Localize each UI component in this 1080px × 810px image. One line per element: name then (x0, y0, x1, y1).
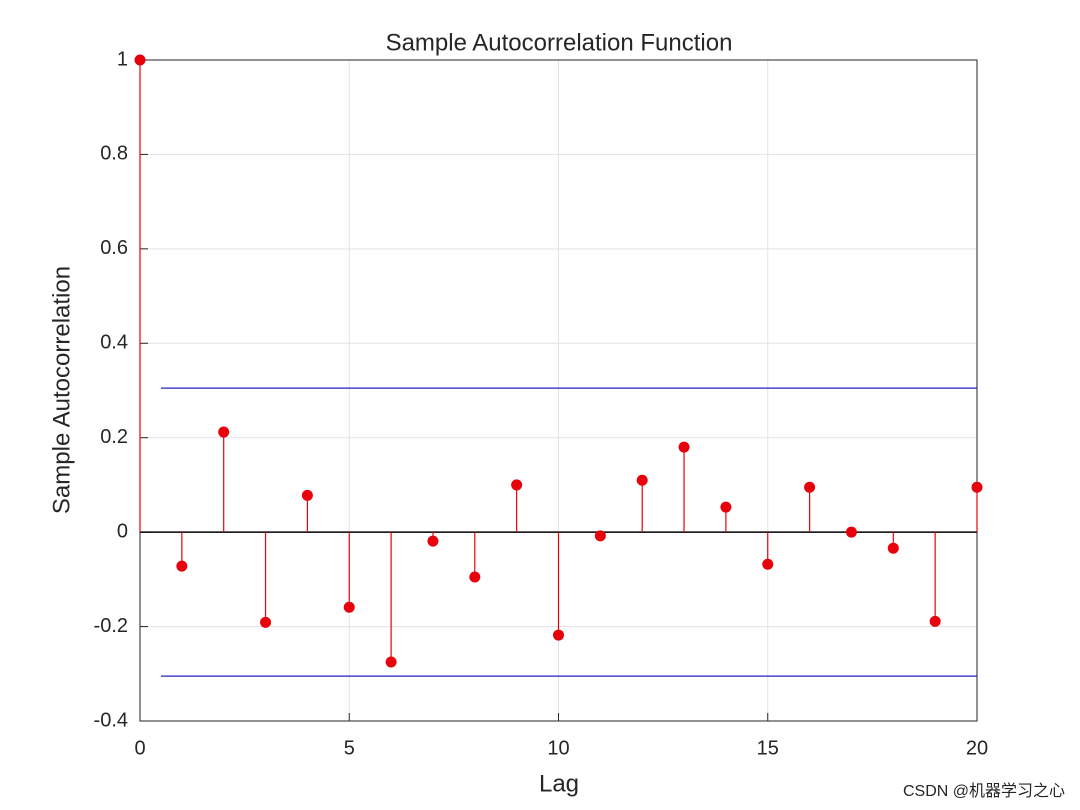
stem-marker (260, 616, 272, 628)
stem-marker (343, 601, 355, 613)
x-tick-label: 20 (966, 737, 988, 759)
stem-marker (636, 474, 648, 486)
y-tick-label: -0.2 (94, 615, 128, 637)
stem-marker (301, 489, 313, 501)
stem-marker (176, 560, 188, 572)
stem-marker (594, 530, 606, 542)
stem-marker (134, 54, 146, 66)
stem-marker (887, 542, 899, 554)
chart-title: Sample Autocorrelation Function (386, 29, 733, 56)
y-tick-label: 0.6 (100, 237, 128, 259)
stem-marker (720, 501, 732, 513)
y-tick-label: 0.2 (100, 426, 128, 448)
stem-marker (469, 571, 481, 583)
y-tick-label: 0 (117, 520, 128, 542)
stem-marker (511, 479, 523, 491)
stem-marker (385, 656, 397, 668)
x-tick-label: 15 (757, 737, 779, 759)
x-tick-label: 0 (134, 737, 145, 759)
stem-marker (762, 558, 774, 570)
stem-marker (553, 629, 564, 641)
stem-marker (971, 481, 983, 493)
stem-marker (929, 615, 941, 627)
x-tick-label: 5 (344, 737, 355, 759)
stem-marker (804, 481, 816, 493)
x-tick-label: 10 (547, 737, 569, 759)
stem-marker (678, 441, 690, 453)
y-axis-label: Sample Autocorrelation (48, 266, 75, 514)
watermark: CSDN @机器学习之心 (903, 782, 1065, 800)
x-axis-label: Lag (539, 770, 579, 797)
y-tick-label: 0.4 (100, 332, 128, 354)
stem-marker (218, 426, 230, 438)
stem-marker (845, 526, 857, 538)
y-tick-label: -0.4 (94, 709, 128, 731)
y-tick-label: 1 (117, 48, 128, 70)
y-tick-label: 0.8 (100, 143, 128, 165)
stem-marker (427, 535, 439, 547)
